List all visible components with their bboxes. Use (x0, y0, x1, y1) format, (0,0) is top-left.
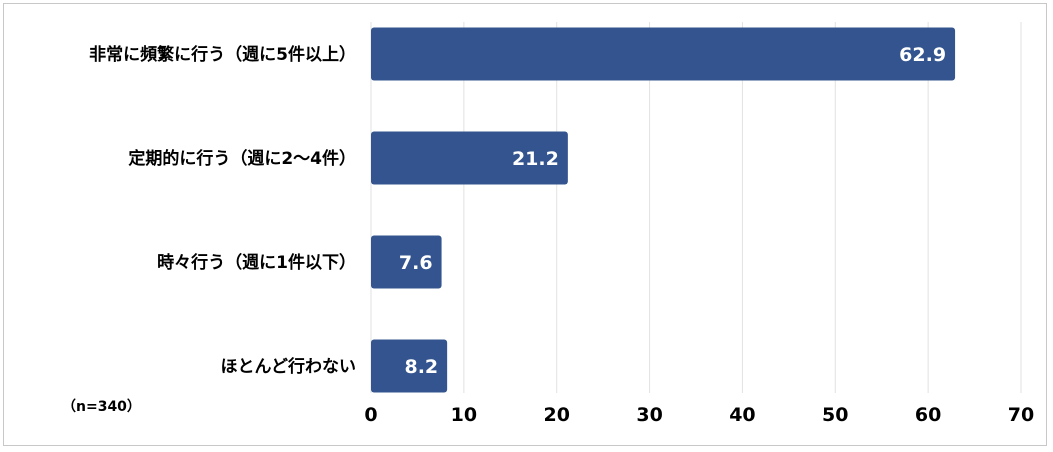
data-label-1: 62.9 (899, 44, 946, 66)
category-label-1: 非常に頻繁に行う（週に5件以上） (89, 44, 356, 65)
bar-2 (371, 131, 568, 185)
category-label-3: 時々行う（週に1件以下） (157, 252, 356, 273)
bar-1 (371, 27, 956, 81)
data-label-3: 7.6 (399, 252, 433, 274)
gridlines (370, 22, 1022, 393)
category-label-4: ほとんど行わない (221, 356, 357, 377)
category-labels: 非常に頻繁に行う（週に5件以上） 定期的に行う（週に2〜4件） 時々行う（週に1件以… (89, 44, 356, 377)
data-label-4: 8.2 (404, 356, 438, 378)
bar-3 (371, 235, 442, 289)
bars: 62.9 21.2 7.6 8.2 (371, 27, 956, 393)
x-tick-label-60: 60 (915, 404, 941, 426)
x-tick-label-0: 0 (364, 404, 377, 426)
data-label-2: 21.2 (512, 148, 559, 170)
x-tick-label-40: 40 (729, 404, 755, 426)
category-label-2: 定期的に行う（週に2〜4件） (128, 148, 356, 169)
x-tick-label-10: 10 (451, 404, 477, 426)
x-tick-label-30: 30 (636, 404, 662, 426)
bar-4 (371, 339, 448, 393)
x-tick-label-50: 50 (822, 404, 848, 426)
x-tick-label-20: 20 (543, 404, 569, 426)
x-tick-label-70: 70 (1008, 404, 1034, 426)
x-tick-labels: 0 10 20 30 40 50 60 70 (364, 404, 1034, 426)
sample-size-note: （n=340） (62, 399, 141, 415)
